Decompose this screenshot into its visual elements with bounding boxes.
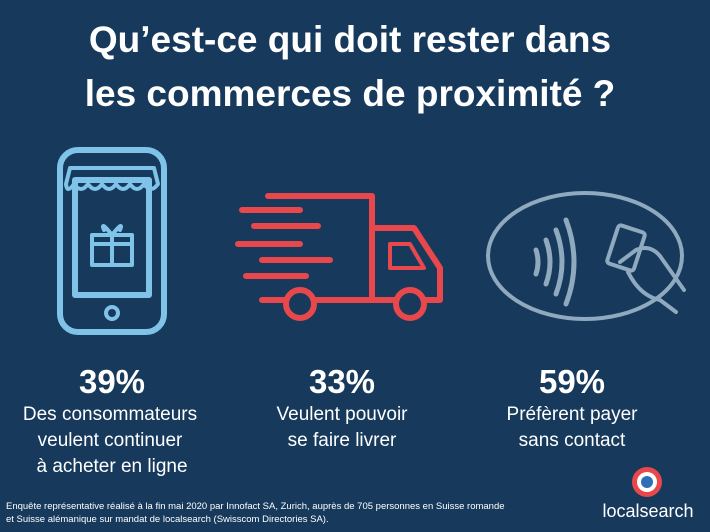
stat-text: sans contact — [519, 430, 626, 451]
phone-icon — [57, 147, 167, 335]
truck-icon — [235, 193, 443, 321]
contactless-icon — [486, 191, 686, 321]
stat-value: 59% — [539, 363, 605, 400]
footnote: Enquête représentative réalisé à la fin … — [6, 501, 505, 512]
stat-text: Des consommateurs — [23, 404, 197, 425]
stat-text: Préfèrent payer — [507, 404, 639, 425]
footnote: et Suisse alémanique sur mandat de local… — [6, 514, 329, 525]
title-line: les commerces de proximité ? — [85, 73, 616, 114]
stat-text: veulent continuer — [38, 430, 183, 451]
stat-value: 33% — [309, 363, 375, 400]
stat-text: Veulent pouvoir — [277, 404, 409, 425]
logo-text: localsearch — [602, 501, 693, 521]
stat-text: à acheter en ligne — [36, 456, 187, 477]
stat-text: se faire livrer — [288, 430, 397, 451]
stat-value: 39% — [79, 363, 145, 400]
logo-mark — [632, 467, 662, 497]
title-line: Qu’est-ce qui doit rester dans — [89, 19, 611, 60]
